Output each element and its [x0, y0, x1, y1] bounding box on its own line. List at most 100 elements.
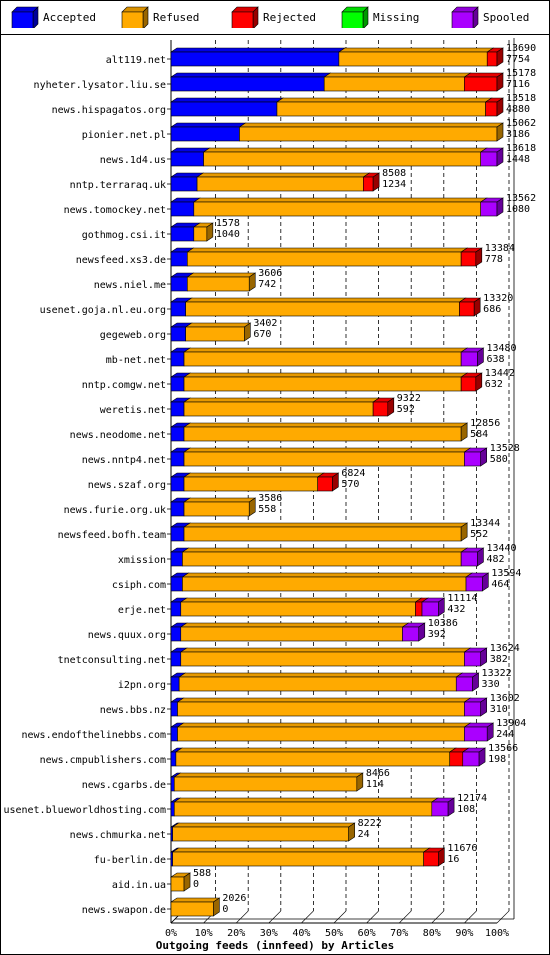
value-label-total: 13602	[490, 693, 520, 704]
bar-front-face	[423, 851, 439, 867]
bar-top-face	[186, 272, 257, 278]
bar-segment-refused	[174, 747, 457, 767]
x-tick-label: 60%	[358, 928, 376, 939]
bar-side-face	[496, 147, 504, 167]
x-tick-label: 40%	[292, 928, 310, 939]
bar-front-face	[460, 351, 478, 367]
value-label-accepted: 580	[490, 454, 508, 465]
legend-swatch-spooled-icon	[451, 6, 479, 28]
bar-segment-spooled	[463, 722, 495, 742]
bar-segment-accepted	[170, 222, 201, 242]
bar-front-face	[449, 751, 464, 767]
bar-front-face	[177, 701, 465, 717]
value-label-accepted: 1234	[382, 179, 406, 190]
value-label-accepted: 108	[457, 804, 475, 815]
bar-segment-rejected	[458, 297, 482, 317]
bar-front-face	[239, 126, 498, 142]
bar-top-face	[178, 672, 464, 678]
category-label: news.hispagatos.org	[52, 105, 166, 116]
tick-diagonal	[301, 910, 314, 924]
category-label: weretis.net	[100, 405, 166, 416]
x-tick-label: 70%	[390, 928, 408, 939]
bar-top-face	[183, 522, 469, 528]
tick-diagonal	[464, 910, 477, 924]
value-label-accepted: 686	[483, 304, 501, 315]
bar-side-face	[213, 897, 220, 917]
bar-top-face	[183, 447, 472, 453]
bar-segment-accepted	[170, 472, 192, 492]
value-label-accepted: 16	[447, 854, 459, 865]
category-label: usenet.blueworldhosting.com	[3, 805, 166, 816]
category-label: usenet.goja.nl.eu.org	[40, 305, 166, 316]
bar-front-face	[462, 751, 480, 767]
bar-segment-spooled	[479, 197, 504, 217]
value-label-accepted: 24	[358, 829, 370, 840]
bar-segment-spooled	[455, 672, 480, 692]
category-label: csiph.com	[112, 580, 166, 591]
bar-front-face	[173, 776, 358, 792]
bar-segment-refused	[202, 147, 488, 167]
bar-segment-rejected	[484, 97, 504, 117]
legend-swatch-missing-icon	[341, 6, 369, 28]
category-label: news.cgarbs.de	[82, 780, 166, 791]
bar-front-face	[170, 651, 182, 667]
bar-top-face	[463, 72, 504, 78]
bar-front-face	[180, 601, 416, 617]
value-label-total: 13528	[490, 443, 520, 454]
bar-front-face	[464, 726, 488, 742]
value-label-accepted: 742	[258, 279, 276, 290]
bar-side-face	[475, 372, 483, 392]
bar-front-face	[193, 201, 482, 217]
bar-front-face	[170, 576, 183, 592]
value-label-accepted: 778	[485, 254, 503, 265]
bar-segment-refused	[186, 272, 257, 292]
category-label: nyheter.lysator.liu.se	[34, 80, 166, 91]
x-tick-label: 90%	[455, 928, 473, 939]
bar-side-face	[477, 547, 484, 567]
value-label-accepted: 570	[341, 479, 359, 490]
bar-segment-refused	[176, 697, 472, 717]
bar-front-face	[276, 101, 486, 117]
bar-front-face	[170, 751, 177, 767]
bar-side-face	[387, 397, 395, 417]
value-label-total: 13320	[483, 293, 513, 304]
bar-front-face	[170, 226, 195, 242]
value-label-accepted: 1448	[506, 154, 530, 165]
bar-front-face	[180, 651, 465, 667]
bar-front-face	[480, 201, 498, 217]
bar-top-face	[181, 572, 474, 578]
value-label-accepted: 638	[486, 354, 504, 365]
bar-front-face	[183, 451, 465, 467]
bar-segment-accepted	[170, 97, 284, 117]
bar-front-face	[173, 801, 433, 817]
bar-front-face	[465, 576, 483, 592]
bar-segment-spooled	[461, 747, 487, 767]
bar-top-face	[170, 122, 247, 128]
tick-diagonal	[268, 910, 282, 924]
bar-segment-refused	[183, 447, 472, 467]
bar-front-face	[455, 676, 473, 692]
bar-front-face	[170, 776, 175, 792]
bar-segment-spooled	[430, 797, 456, 817]
bar-side-face	[183, 872, 191, 892]
tick-diagonal	[235, 910, 249, 924]
bar-segment-refused	[323, 72, 472, 92]
bar-top-face	[179, 597, 423, 603]
bar-side-face	[473, 297, 481, 317]
bar-segment-refused	[192, 222, 214, 242]
bar-side-face	[447, 797, 455, 817]
x-tick-label: 50%	[325, 928, 343, 939]
bar-top-face	[186, 247, 469, 253]
bar-segment-accepted	[170, 197, 201, 217]
value-label-total: 11676	[447, 843, 477, 854]
bar-segment-refused	[183, 422, 469, 442]
